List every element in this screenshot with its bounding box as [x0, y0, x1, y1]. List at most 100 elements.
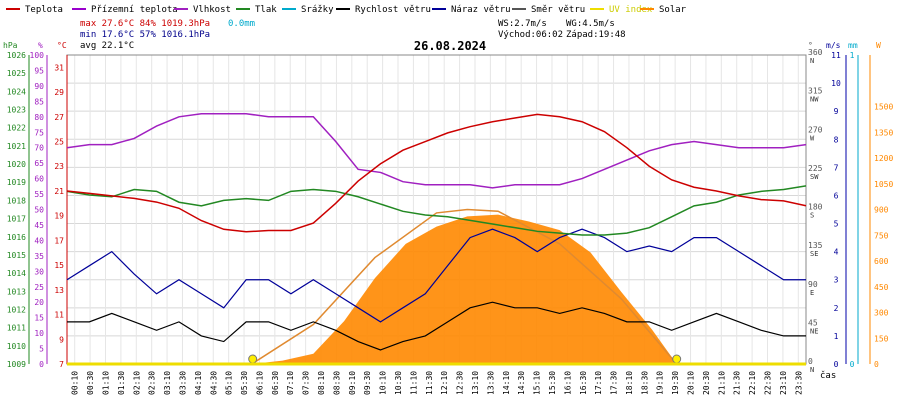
- x-tick-label: 06:10: [255, 371, 264, 395]
- x-tick-label: 10:10: [379, 371, 388, 395]
- axis-temp-tick: 9: [59, 335, 64, 344]
- legend-item-teplota: Teplota: [6, 5, 63, 15]
- x-tick-label: 10:30: [394, 371, 403, 395]
- legend-label-smer: Směr větru: [531, 5, 585, 15]
- axis-hpa-tick: 1015: [7, 251, 26, 260]
- axis-solar-tick: 750: [874, 231, 889, 240]
- legend-item-srazky: Srážky: [282, 5, 334, 15]
- axis-direction-label: SW: [810, 173, 819, 181]
- legend-label-rychlost: Rychlost větru: [355, 5, 431, 15]
- axis-humidity: %100959085807570656055504540353025201510…: [30, 41, 48, 369]
- axis-solar-tick: 300: [874, 309, 889, 318]
- stats-ws: WS:2.7m/s: [498, 19, 547, 29]
- axis-precip-tick: 0: [850, 360, 855, 369]
- axis-temp-tick: 21: [54, 187, 64, 196]
- x-tick-label: 19:10: [656, 371, 665, 395]
- axis-temp-tick: 27: [54, 113, 64, 122]
- axis-wind-tick: 5: [834, 220, 839, 229]
- x-tick-label: 19:30: [671, 371, 680, 395]
- x-tick-label: 23:30: [794, 371, 803, 395]
- axis-direction-tick: 270: [808, 125, 823, 134]
- axis-wind-tick: 0: [834, 360, 839, 369]
- x-tick-label: 18:10: [625, 371, 634, 395]
- axis-humidity-tick: 45: [34, 221, 44, 230]
- legend-label-naraz: Náraz větru: [451, 5, 511, 15]
- legend-item-naraz: Náraz větru: [432, 5, 511, 15]
- series-gust: [66, 228, 806, 323]
- axis-solar-tick: 600: [874, 257, 889, 266]
- axis-humidity-tick: 100: [30, 51, 45, 60]
- x-tick-label: 11:10: [409, 371, 418, 395]
- axis-temp-tick: 25: [54, 138, 64, 147]
- axis-hpa-tick: 1017: [7, 215, 26, 224]
- axis-hpa-tick: 1009: [7, 360, 26, 369]
- axis-humidity-tick: 30: [34, 267, 44, 276]
- x-tick-label: 05:30: [240, 371, 249, 395]
- x-tick-label: 18:30: [640, 371, 649, 395]
- x-tick-label: 00:10: [71, 371, 80, 395]
- x-tick-label: 21:30: [733, 371, 742, 395]
- solar-max-line: [251, 208, 678, 365]
- series-temperature: [66, 113, 807, 233]
- axis-humidity-tick: 85: [34, 97, 44, 106]
- stats-wg: WG:4.5m/s: [566, 19, 615, 29]
- stats-max: max 27.6°C 84% 1019.3hPa: [80, 19, 210, 29]
- stats-precip: 0.0mm: [228, 19, 255, 29]
- axis-direction-tick: 180: [808, 203, 823, 212]
- axis-direction-tick: 45: [808, 318, 818, 327]
- x-tick-label: 17:10: [594, 371, 603, 395]
- x-axis-label: čas: [820, 370, 836, 381]
- x-tick-label: 03:30: [178, 371, 187, 395]
- axis-solar-tick: 0: [874, 360, 879, 369]
- legend-item-rychlost: Rychlost větru: [336, 5, 431, 15]
- axis-temp-tick: 15: [54, 261, 64, 270]
- axis-humidity-tick: 40: [34, 236, 44, 245]
- axis-temp-tick: 29: [54, 88, 64, 97]
- axis-humidity-tick: 75: [34, 128, 44, 137]
- axis-temp-tick: 13: [54, 286, 64, 295]
- axis-solar-tick: 1050: [874, 180, 893, 189]
- axis-direction-tick: 135: [808, 241, 823, 250]
- x-tick-label: 14:10: [502, 371, 511, 395]
- x-tick-label: 16:30: [579, 371, 588, 395]
- axis-solar-tick: 450: [874, 283, 889, 292]
- x-tick-label: 00:30: [86, 371, 95, 395]
- solar-area: [251, 214, 677, 364]
- x-tick-label: 01:30: [117, 371, 126, 395]
- x-tick-label: 17:30: [610, 371, 619, 395]
- axis-hpa-tick: 1021: [7, 142, 26, 151]
- sun-marker: [248, 354, 258, 364]
- stats-sunrise: Východ:06:02: [498, 30, 563, 40]
- axis-precip-tick: 1: [850, 51, 855, 60]
- x-tick-label: 13:30: [486, 371, 495, 395]
- legend-label-teplota: Teplota: [25, 5, 63, 15]
- axis-hpa-tick: 1026: [7, 51, 26, 60]
- x-tick-label: 12:10: [440, 371, 449, 395]
- axis-wind-tick: 9: [834, 107, 839, 116]
- x-tick-label: 05:10: [225, 371, 234, 395]
- axis-direction-label: NE: [810, 327, 818, 335]
- axis-hpa-tick: 1016: [7, 233, 26, 242]
- axis-temp-tick: 23: [54, 162, 64, 171]
- x-tick-label: 07:10: [286, 371, 295, 395]
- axis-hpa-tick: 1014: [7, 269, 26, 278]
- x-tick-label: 02:30: [148, 371, 157, 395]
- legend-item-tlak: Tlak: [236, 5, 277, 15]
- legend-label-uv: UV index: [609, 5, 653, 15]
- axis-wind-tick: 3: [834, 276, 839, 285]
- axis-direction-tick: 360: [808, 48, 823, 57]
- legend-label-srazky: Srážky: [301, 5, 334, 15]
- axis-direction-unit: °: [808, 41, 813, 50]
- x-tick-label: 20:10: [687, 371, 696, 395]
- x-tick-label: 08:10: [317, 371, 326, 395]
- axis-temp-tick: 7: [59, 360, 64, 369]
- axis-hpa-tick: 1025: [7, 69, 26, 78]
- axis-wind-tick: 11: [831, 51, 841, 60]
- axis-hpa-tick: 1010: [7, 342, 26, 351]
- axis-wind-tick: 2: [834, 304, 839, 313]
- legend-label-solar: Solar: [659, 5, 687, 15]
- x-tick-label: 15:30: [548, 371, 557, 395]
